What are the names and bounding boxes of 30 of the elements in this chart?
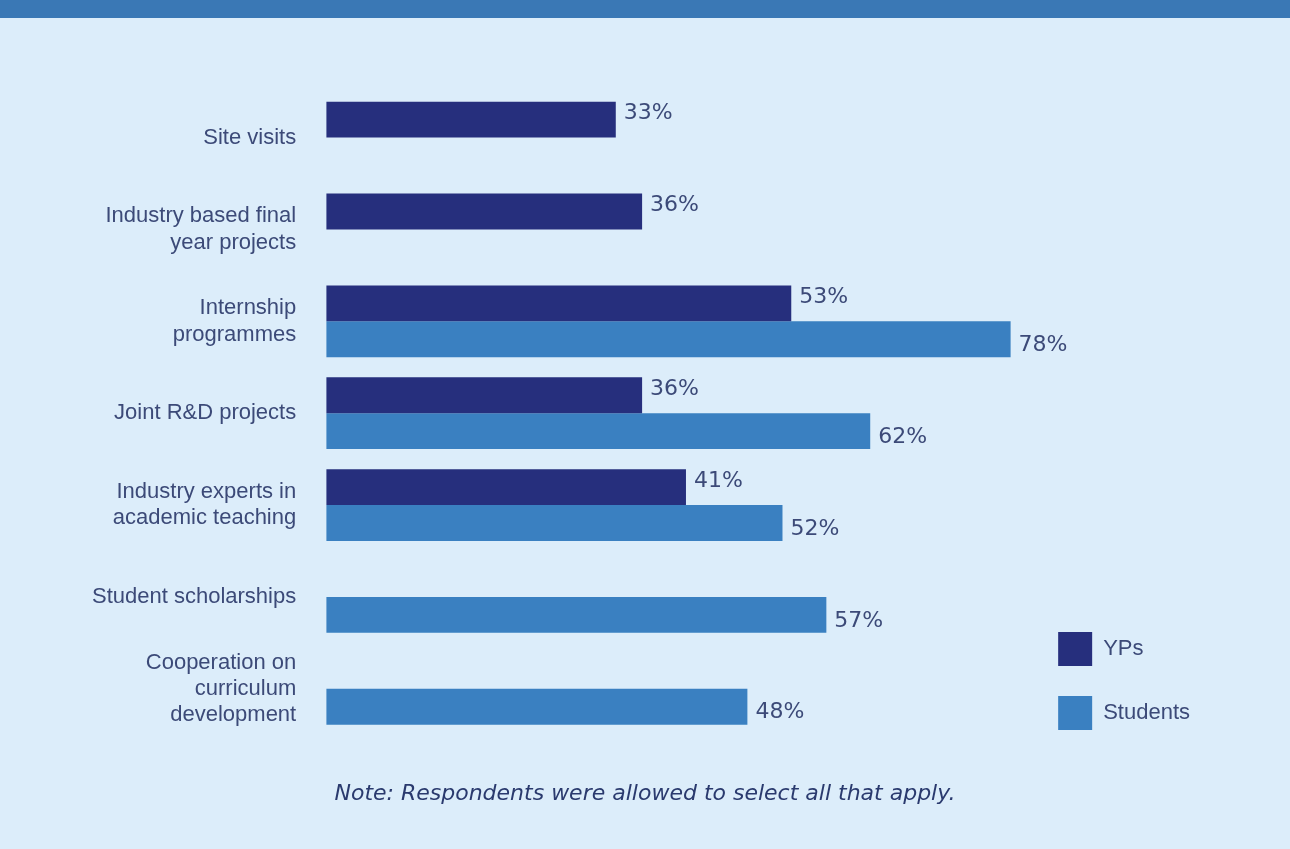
y-tick-label: Student scholarships xyxy=(92,583,297,609)
legend-label: Students xyxy=(1103,699,1190,725)
text: Note: Respondents were allowed to select all that apply. xyxy=(333,780,957,805)
bar xyxy=(326,377,643,414)
data-label: 57% xyxy=(834,606,884,632)
data-label: 33% xyxy=(623,99,673,125)
data-label: 48% xyxy=(755,698,805,724)
legend-label: YPs xyxy=(1103,635,1144,661)
y-tick-label: Industry experts in academic teaching xyxy=(112,477,297,530)
bar xyxy=(326,101,616,138)
bar xyxy=(326,469,686,506)
data-label: 53% xyxy=(799,283,849,309)
y-tick-label: Cooperation on curriculum development xyxy=(145,648,297,727)
bar xyxy=(326,413,871,450)
bar xyxy=(326,321,1011,358)
data-label: 36% xyxy=(650,191,700,217)
y-tick-label: Joint R&D projects xyxy=(114,399,297,425)
bar xyxy=(326,688,748,725)
bar xyxy=(326,285,792,322)
y-tick-label: Internship programmes xyxy=(172,294,297,346)
y-tick-label: Site visits xyxy=(203,123,297,149)
bar xyxy=(326,505,783,541)
data-label: 41% xyxy=(693,466,743,492)
data-label: 62% xyxy=(878,422,928,448)
data-label: 78% xyxy=(1018,330,1068,356)
bar xyxy=(326,596,827,633)
data-label: 36% xyxy=(650,375,700,400)
data-label: 52% xyxy=(790,514,840,540)
bar xyxy=(326,193,643,230)
y-tick-label: Industry based final year projects xyxy=(105,202,297,254)
